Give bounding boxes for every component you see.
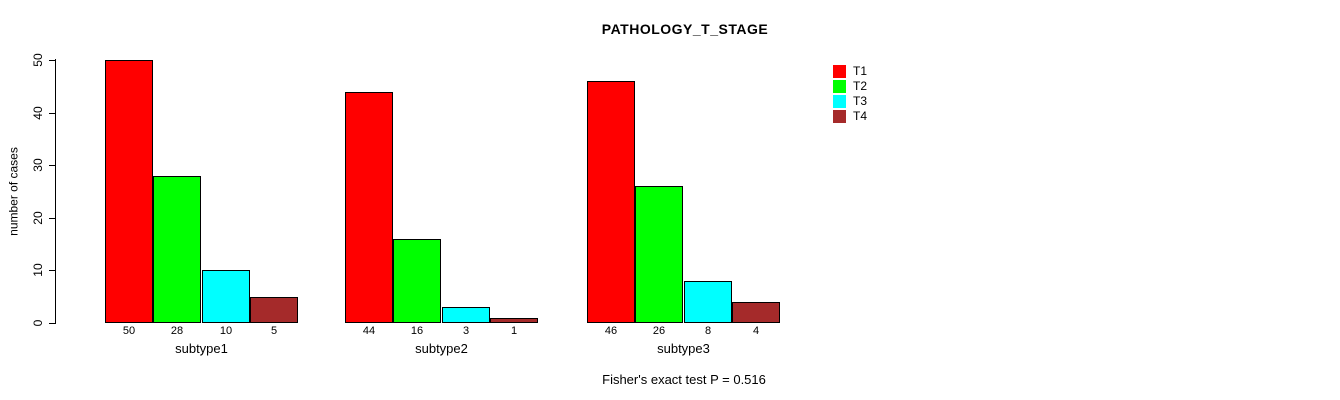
legend: T1 T2 T3 T4 (833, 64, 867, 124)
y-tick-label: 0 (31, 319, 45, 327)
y-tick (49, 165, 55, 167)
bar-value-label-subtype3-T3: 8 (704, 325, 712, 337)
bar-value-label-subtype2-T4: 1 (510, 325, 518, 337)
legend-swatch-T4 (833, 110, 846, 123)
legend-item-T2: T2 (833, 79, 867, 94)
y-tick-label: 40 (31, 105, 45, 120)
legend-item-T1: T1 (833, 64, 867, 79)
bar-subtype2-T3 (442, 307, 490, 323)
bar-subtype1-T1 (105, 60, 153, 323)
bar-value-label-subtype3-T4: 4 (752, 325, 760, 337)
chart-title: PATHOLOGY_T_STAGE (601, 21, 769, 37)
bar-subtype3-T4 (732, 302, 780, 323)
y-tick-label: 50 (31, 53, 45, 67)
bar-value-label-subtype3-T2: 26 (652, 325, 666, 337)
legend-label-T3: T3 (853, 94, 868, 108)
y-tick (49, 270, 55, 272)
bar-value-label-subtype2-T3: 3 (462, 325, 470, 337)
bar-subtype1-T2 (153, 176, 201, 323)
bar-value-label-subtype2-T1: 44 (362, 325, 376, 337)
y-axis-line (55, 59, 56, 324)
legend-swatch-T3 (833, 95, 846, 108)
x-axis-group-label-subtype1: subtype1 (175, 341, 228, 356)
bar-subtype3-T3 (684, 281, 732, 323)
legend-label-T1: T1 (853, 64, 868, 78)
legend-swatch-T1 (833, 65, 846, 78)
y-tick (49, 217, 55, 219)
y-axis-title: number of cases (6, 147, 21, 236)
bar-subtype2-T1 (345, 92, 393, 323)
subplot-subtype1: 50 28 10 5 subtype1 (105, 0, 298, 400)
y-tick (49, 60, 55, 61)
x-axis-group-label-subtype3: subtype3 (657, 341, 710, 356)
bar-value-label-subtype1-T2: 28 (170, 325, 184, 337)
y-tick (49, 323, 55, 324)
x-axis-group-label-subtype2: subtype2 (415, 341, 468, 356)
bar-subtype1-T3 (202, 270, 250, 323)
bar-value-label-subtype1-T1: 50 (122, 325, 136, 337)
legend-item-T3: T3 (833, 94, 867, 109)
subplot-subtype2: 44 16 3 1 subtype2 (345, 0, 538, 400)
bar-subtype3-T1 (587, 81, 635, 323)
fisher-test-footnote: Fisher's exact test P = 0.516 (602, 372, 766, 387)
bar-value-label-subtype1-T4: 5 (270, 325, 278, 337)
y-tick-label: 30 (31, 158, 45, 172)
legend-label-T4: T4 (853, 109, 868, 123)
y-tick (49, 112, 55, 114)
bar-subtype2-T4 (490, 318, 538, 323)
y-tick-label: 20 (31, 211, 45, 225)
bar-subtype2-T2 (393, 239, 441, 323)
bar-value-label-subtype2-T2: 16 (410, 325, 424, 337)
legend-swatch-T2 (833, 80, 846, 93)
legend-label-T2: T2 (853, 79, 868, 93)
bar-subtype1-T4 (250, 297, 298, 323)
bar-subtype3-T2 (635, 186, 683, 323)
legend-item-T4: T4 (833, 109, 867, 124)
y-tick-label: 10 (31, 263, 45, 278)
bar-value-label-subtype1-T3: 10 (219, 325, 233, 337)
bar-value-label-subtype3-T1: 46 (604, 325, 618, 337)
subplot-subtype3: 46 26 8 4 subtype3 (587, 0, 780, 400)
